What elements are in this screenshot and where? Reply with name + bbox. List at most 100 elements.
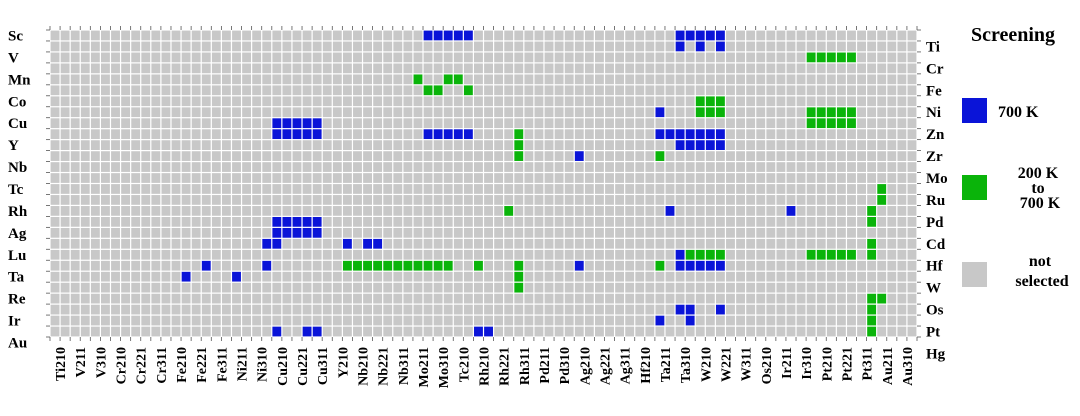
cell-not-selected bbox=[353, 184, 362, 194]
cell-not-selected bbox=[726, 227, 735, 238]
left-label: Rh bbox=[8, 204, 28, 220]
cell-not-selected bbox=[90, 206, 100, 216]
cell-not-selected bbox=[816, 315, 826, 326]
cell-not-selected bbox=[746, 85, 756, 96]
cell-not-selected bbox=[887, 249, 897, 260]
cell-not-selected bbox=[262, 151, 272, 161]
cell-not-selected bbox=[332, 227, 342, 238]
cell-200-700k bbox=[867, 304, 877, 315]
x-tick-label: W221 bbox=[720, 347, 735, 382]
right-label: Mo bbox=[926, 171, 948, 187]
cell-not-selected bbox=[373, 293, 383, 304]
cell-not-selected bbox=[332, 184, 342, 194]
cell-not-selected bbox=[897, 140, 907, 150]
cell-not-selected bbox=[262, 96, 272, 107]
cell-not-selected bbox=[736, 173, 746, 183]
cell-not-selected bbox=[554, 293, 564, 304]
cell-not-selected bbox=[232, 74, 241, 85]
cell-not-selected bbox=[655, 293, 665, 304]
cell-not-selected bbox=[353, 315, 362, 326]
cell-not-selected bbox=[292, 293, 302, 304]
cell-not-selected bbox=[121, 85, 131, 96]
cell-200-700k bbox=[413, 74, 423, 85]
cell-not-selected bbox=[171, 129, 181, 140]
cell-not-selected bbox=[695, 184, 705, 194]
cell-not-selected bbox=[514, 63, 524, 74]
cell-not-selected bbox=[655, 140, 665, 150]
cell-not-selected bbox=[826, 140, 836, 150]
cell-not-selected bbox=[907, 293, 917, 304]
cell-not-selected bbox=[50, 41, 60, 52]
cell-not-selected bbox=[242, 107, 252, 118]
cell-not-selected bbox=[645, 315, 655, 326]
cell-not-selected bbox=[121, 238, 131, 249]
cell-not-selected bbox=[685, 173, 695, 183]
cell-not-selected bbox=[161, 162, 171, 172]
cell-not-selected bbox=[524, 96, 534, 107]
cell-700k bbox=[715, 129, 725, 140]
cell-not-selected bbox=[574, 30, 584, 41]
cell-700k bbox=[685, 260, 695, 271]
cell-not-selected bbox=[161, 118, 171, 129]
cell-not-selected bbox=[141, 227, 151, 238]
x-tick-label: Au310 bbox=[901, 347, 916, 386]
cell-not-selected bbox=[826, 238, 836, 249]
cell-not-selected bbox=[867, 227, 877, 238]
cell-not-selected bbox=[715, 227, 725, 238]
cell-not-selected bbox=[655, 304, 665, 315]
cell-not-selected bbox=[887, 129, 897, 140]
cell-not-selected bbox=[766, 96, 776, 107]
cell-not-selected bbox=[131, 151, 141, 161]
cell-not-selected bbox=[353, 85, 362, 96]
cell-not-selected bbox=[121, 162, 131, 172]
cell-not-selected bbox=[705, 293, 715, 304]
cell-not-selected bbox=[534, 293, 544, 304]
cell-not-selected bbox=[826, 30, 836, 41]
cell-not-selected bbox=[201, 107, 211, 118]
legend: Screening 700 K 200 K to 700 K not selec… bbox=[962, 24, 1069, 290]
cell-700k bbox=[342, 238, 352, 249]
cell-not-selected bbox=[796, 315, 806, 326]
cell-not-selected bbox=[242, 162, 252, 172]
cell-not-selected bbox=[403, 195, 413, 205]
cell-not-selected bbox=[635, 293, 645, 304]
cell-not-selected bbox=[836, 260, 846, 271]
cell-not-selected bbox=[433, 249, 443, 260]
cell-not-selected bbox=[312, 304, 322, 315]
cell-not-selected bbox=[595, 85, 604, 96]
cell-not-selected bbox=[705, 216, 715, 227]
right-label: Pd bbox=[926, 215, 944, 231]
cell-not-selected bbox=[887, 282, 897, 293]
cell-not-selected bbox=[70, 107, 80, 118]
cell-not-selected bbox=[675, 173, 685, 183]
cell-not-selected bbox=[121, 140, 131, 150]
cell-not-selected bbox=[383, 74, 393, 85]
cell-not-selected bbox=[262, 74, 272, 85]
cell-not-selected bbox=[836, 30, 846, 41]
cell-not-selected bbox=[474, 30, 483, 41]
cell-not-selected bbox=[221, 63, 231, 74]
cell-not-selected bbox=[756, 260, 766, 271]
cell-not-selected bbox=[806, 151, 816, 161]
cell-not-selected bbox=[675, 162, 685, 172]
cell-not-selected bbox=[635, 140, 645, 150]
cell-not-selected bbox=[857, 293, 866, 304]
right-label: Fe bbox=[926, 83, 942, 99]
cell-not-selected bbox=[705, 315, 715, 326]
cell-not-selected bbox=[504, 96, 514, 107]
cell-not-selected bbox=[746, 107, 756, 118]
cell-not-selected bbox=[252, 282, 262, 293]
cell-not-selected bbox=[665, 293, 675, 304]
cell-not-selected bbox=[625, 282, 635, 293]
cell-not-selected bbox=[393, 282, 403, 293]
cell-not-selected bbox=[867, 282, 877, 293]
cell-not-selected bbox=[584, 129, 594, 140]
cell-not-selected bbox=[715, 151, 725, 161]
cell-not-selected bbox=[877, 52, 887, 63]
cell-not-selected bbox=[181, 74, 191, 85]
cell-not-selected bbox=[161, 107, 171, 118]
cell-not-selected bbox=[504, 260, 514, 271]
cell-not-selected bbox=[584, 162, 594, 172]
cell-not-selected bbox=[826, 184, 836, 194]
